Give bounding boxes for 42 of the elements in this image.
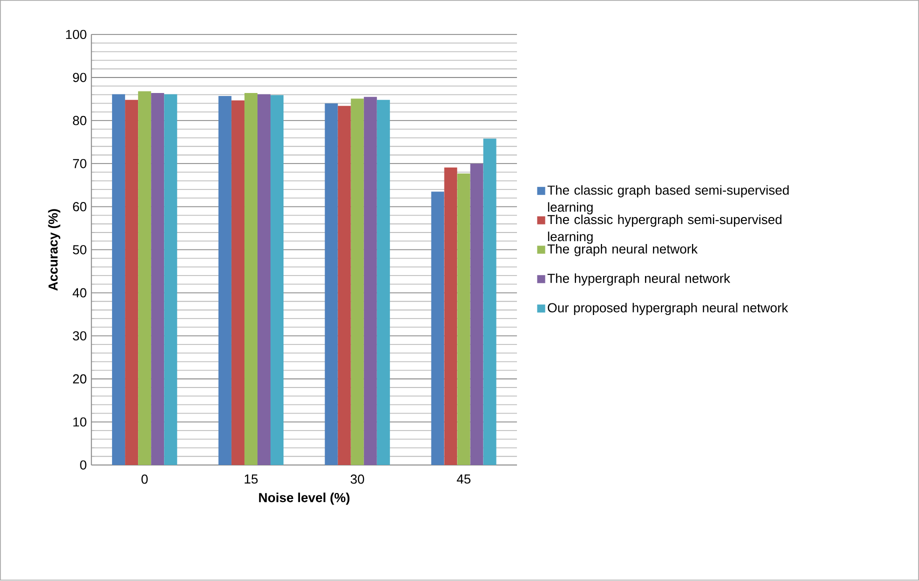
bar bbox=[444, 168, 458, 466]
bar bbox=[338, 106, 351, 466]
y-tick-label: 30 bbox=[72, 331, 86, 341]
bar bbox=[376, 100, 390, 466]
x-axis-title: Noise level (%) bbox=[259, 492, 350, 505]
y-tick-label: 90 bbox=[72, 73, 86, 82]
bar bbox=[350, 98, 364, 466]
legend-label: Our proposed hypergraph neural network bbox=[548, 303, 788, 316]
x-tick-label: 45 bbox=[456, 474, 470, 484]
y-tick-label: 70 bbox=[73, 159, 86, 168]
y-tick-label: 10 bbox=[73, 418, 86, 427]
bar bbox=[431, 192, 444, 466]
y-axis-title: Accuracy (%) bbox=[48, 209, 60, 291]
bar bbox=[112, 94, 126, 466]
bar bbox=[218, 96, 232, 466]
bar bbox=[257, 94, 271, 466]
y-tick-label: 0 bbox=[80, 460, 86, 470]
bar bbox=[244, 93, 258, 466]
bar bbox=[164, 94, 178, 466]
bar bbox=[470, 164, 484, 466]
bar bbox=[125, 100, 138, 466]
y-tick-label: 50 bbox=[72, 245, 86, 255]
x-tick-label: 30 bbox=[350, 474, 364, 484]
x-tick-label: 15 bbox=[244, 474, 258, 484]
legend-label: The graph neural network bbox=[547, 244, 698, 256]
y-tick-label: 40 bbox=[72, 288, 86, 298]
legend-label: The classic graph based semi-supervised learning bbox=[547, 185, 789, 215]
bar bbox=[364, 97, 377, 466]
bar bbox=[324, 104, 338, 466]
y-tick-label: 80 bbox=[72, 116, 86, 126]
y-tick-label: 100 bbox=[66, 30, 86, 40]
bar bbox=[138, 91, 152, 466]
bar bbox=[151, 93, 164, 466]
y-tick-label: 60 bbox=[73, 202, 86, 212]
x-tick-label: 0 bbox=[141, 474, 148, 484]
legend-label: The hypergraph neural network bbox=[547, 274, 730, 286]
bar bbox=[483, 138, 496, 466]
y-tick-label: 20 bbox=[73, 374, 86, 384]
legend-label: The classic hypergraph semi-supervised learning bbox=[547, 214, 782, 244]
bar bbox=[270, 95, 284, 466]
bar bbox=[457, 174, 470, 466]
bar bbox=[231, 100, 244, 466]
